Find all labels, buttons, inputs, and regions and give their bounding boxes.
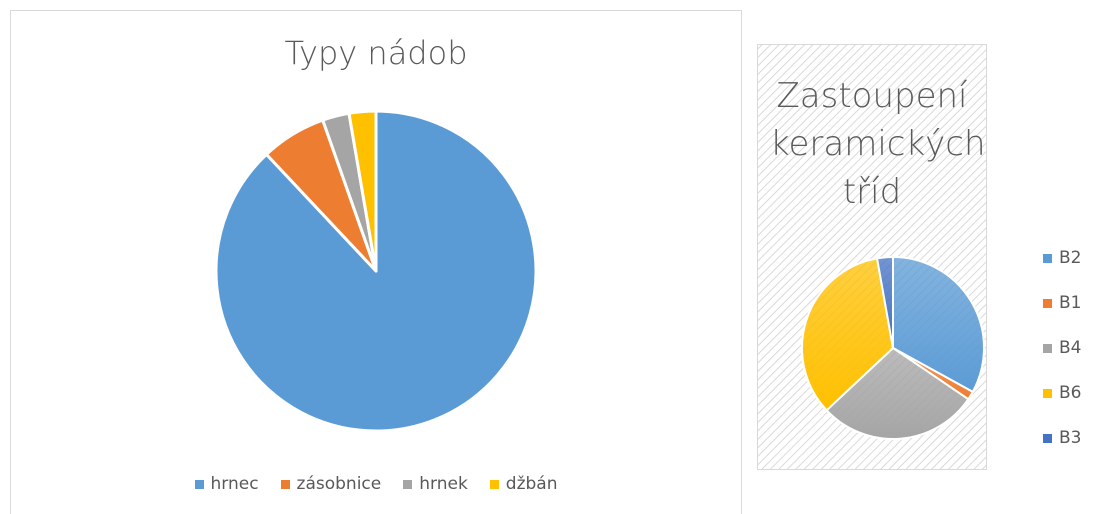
legend-swatch <box>1043 433 1052 443</box>
legend-label: zásobnice <box>296 474 382 494</box>
legend-swatch <box>489 479 499 489</box>
legend-swatch <box>194 479 204 489</box>
pie-slice <box>892 256 985 393</box>
pie-slice <box>876 256 894 349</box>
legend-swatch <box>280 479 290 489</box>
legend-label: B1 <box>1059 293 1082 313</box>
legend-swatch <box>1043 298 1052 308</box>
legend-item: B2 <box>1043 248 1081 268</box>
legend-item: zásobnice <box>280 474 382 494</box>
legend-item: hrnek <box>403 474 468 494</box>
legend-swatch <box>1043 343 1052 353</box>
legend-item: džbán <box>489 474 558 494</box>
legend: hrnec zásobnice hrnek džbán <box>10 474 742 494</box>
legend-swatch <box>1043 253 1052 263</box>
pie-slice <box>801 257 894 412</box>
legend-label: hrnek <box>419 474 468 494</box>
legend-label: B3 <box>1059 428 1082 448</box>
legend: B2 B1 B4 B6 B3 <box>1043 248 1081 448</box>
legend-swatch <box>403 479 413 489</box>
legend-item: B6 <box>1043 383 1081 403</box>
legend-label: B4 <box>1059 338 1082 358</box>
legend-item: B3 <box>1043 428 1081 448</box>
legend-item: B1 <box>1043 293 1081 313</box>
legend-item: hrnec <box>194 474 259 494</box>
chart-title: Typy nádob <box>284 34 468 72</box>
legend-item: B4 <box>1043 338 1081 358</box>
legend-label: hrnec <box>210 474 259 494</box>
legend-label: B6 <box>1059 383 1082 403</box>
pie-slice <box>825 347 970 440</box>
chart-title: Zastoupení keramických tříd <box>770 76 986 212</box>
legend-label: džbán <box>505 474 558 494</box>
pie-slice <box>347 109 378 273</box>
legend-swatch <box>1043 388 1052 398</box>
legend-label: B2 <box>1059 248 1082 268</box>
